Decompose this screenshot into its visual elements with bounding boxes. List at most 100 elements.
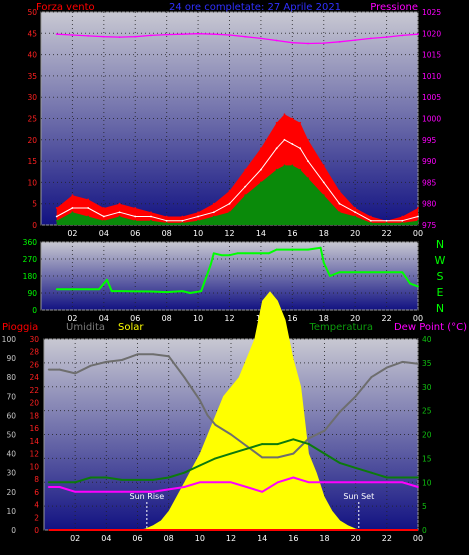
rain-y-tick-label: 6: [34, 488, 39, 497]
wind-average-point: [401, 221, 404, 224]
direction-point: [200, 290, 203, 293]
wind-speed-point: [354, 211, 357, 214]
humidity-point: [230, 433, 232, 436]
wind-speed-point: [150, 215, 152, 218]
temp-x-tick-label: 02: [70, 534, 80, 543]
wind-x-tick-label: 16: [287, 229, 297, 238]
temperature-y-tick-label: 25: [422, 407, 432, 416]
pressure-y-tick-label: 1025: [422, 8, 441, 17]
direction-point: [110, 290, 113, 293]
pressure-y-tick-label: 1015: [422, 51, 441, 60]
rain-y-tick-label: 20: [29, 399, 39, 408]
temperature-point: [354, 467, 357, 469]
wind-speed-point: [260, 168, 262, 171]
humidity-point: [121, 359, 123, 361]
temperature-point: [401, 476, 404, 479]
pressure-point: [150, 34, 152, 37]
temperature-point: [323, 452, 326, 455]
pressure-point: [212, 33, 215, 36]
pressure-title: Pressione: [370, 2, 418, 13]
wind-speed-line: [56, 139, 419, 222]
direction-point: [150, 290, 152, 293]
wind-average-point: [369, 221, 372, 224]
humidity-point: [245, 445, 248, 447]
compass-label-w: W: [435, 254, 446, 267]
wind-gust-point: [275, 121, 278, 124]
wind-average-point: [165, 221, 168, 224]
pressure-y-tick-label: 1000: [422, 115, 441, 124]
temperature-point: [417, 476, 419, 479]
humidity-point: [276, 456, 279, 459]
direction-x-tick-label: 02: [67, 314, 77, 323]
wind-average-point: [338, 211, 341, 214]
pressure-point: [275, 39, 278, 42]
temperature-point: [152, 478, 154, 481]
temperature-humidity-panel: 02 04 06 08 10 12 14 16 18 20 22 000102030405060708…: [2, 291, 432, 543]
wind-average-point: [228, 211, 231, 214]
temperature-point: [47, 481, 50, 484]
temperature-y-tick-label: 35: [422, 359, 432, 368]
dewpoint-point: [323, 481, 326, 484]
temperature-point: [167, 476, 170, 479]
wind-x-tick-label: 00: [413, 229, 423, 238]
pressure-point: [102, 35, 105, 38]
direction-point: [212, 252, 215, 255]
pressure-y-tick-label: 990: [422, 157, 437, 166]
direction-point: [228, 254, 231, 257]
wind-x-tick-label: 08: [162, 229, 172, 238]
humidity-y-tick-label: 10: [6, 507, 16, 516]
wind-x-tick-label: 14: [256, 229, 266, 238]
direction-point: [55, 288, 58, 291]
humidity-y-tick-label: 70: [6, 392, 16, 401]
compass-label-e: E: [437, 286, 444, 299]
direction-x-tick-label: 06: [130, 314, 140, 323]
temperature-point: [276, 443, 279, 445]
pressure-point: [134, 35, 137, 38]
pressure-point: [55, 33, 58, 36]
humidity-point: [323, 429, 326, 432]
temperature-y-tick-label: 5: [422, 502, 427, 511]
pressure-point: [307, 42, 309, 45]
pressure-point: [354, 39, 357, 42]
temperature-point: [370, 471, 373, 474]
sunrise-label: Sun Rise: [130, 492, 165, 501]
rain-y-tick-label: 8: [34, 475, 39, 484]
direction-point: [338, 271, 341, 274]
temperature-y-tick-label: 30: [422, 383, 432, 392]
rain-y-tick-label: 24: [29, 373, 39, 382]
humidity-y-tick-label: 50: [6, 431, 16, 440]
wind-gust-point: [291, 117, 294, 120]
date-range-title: 24 ore completate: 27 Aprile 2021: [169, 2, 341, 13]
humidity-point: [214, 424, 217, 426]
wind-speed-point: [283, 138, 286, 141]
wind-gust-point: [401, 215, 404, 218]
rain-y-tick-label: 12: [29, 450, 39, 459]
wind-speed-point: [244, 185, 247, 188]
direction-point: [329, 275, 331, 277]
wind-gust-point: [322, 164, 325, 167]
direction-x-tick-label: 10: [193, 314, 203, 323]
wind-gust-point: [244, 168, 247, 171]
humidity-point: [47, 368, 50, 371]
wind-gust-point: [134, 207, 137, 209]
wind-gust-point: [369, 215, 372, 218]
temperature-y-tick-label: 10: [422, 478, 432, 487]
dewpoint-point: [370, 481, 373, 484]
humidity-point: [105, 361, 108, 363]
pressure-point: [291, 41, 294, 44]
wind-speed-point: [401, 219, 404, 222]
direction-point: [354, 271, 357, 274]
humidity-point: [385, 366, 388, 369]
wind-direction-panel: 020406081012141618202200090180270360: [23, 238, 423, 323]
pressure-y-tick-label: 1010: [422, 72, 441, 81]
pressure-point: [417, 33, 419, 36]
wind-y-tick-label: 35: [27, 72, 37, 81]
humidity-point: [206, 414, 209, 417]
direction-point: [220, 254, 223, 257]
wind-y-tick-label: 5: [32, 200, 37, 209]
wind-speed-point: [118, 211, 121, 214]
compass-label-n-bottom: N: [436, 302, 444, 315]
temp-x-tick-label: 10: [195, 534, 205, 543]
direction-point: [369, 271, 372, 274]
wind-speed-point: [338, 202, 341, 205]
